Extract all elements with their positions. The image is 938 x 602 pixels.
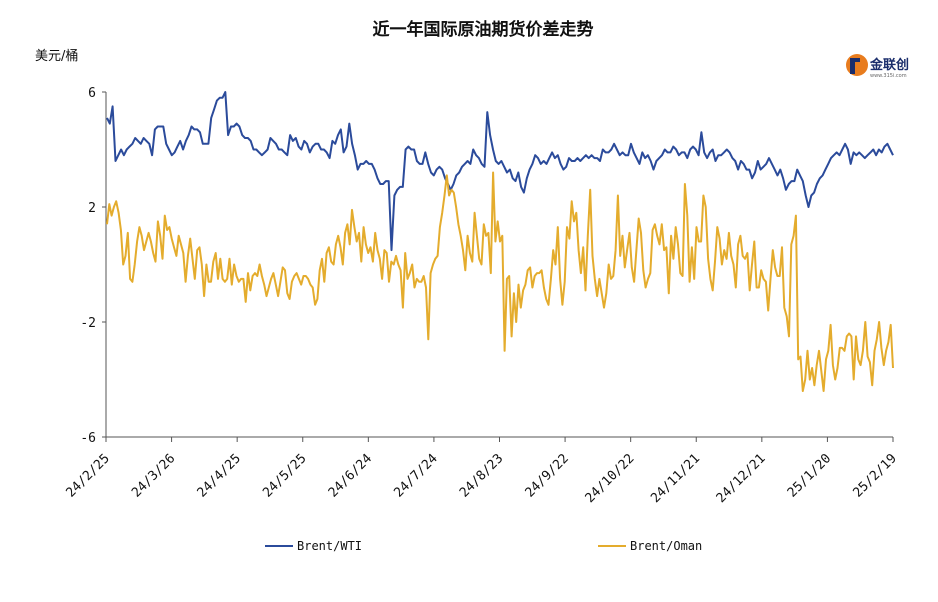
plot-area xyxy=(106,91,894,392)
logo-subtext: www.315i.com xyxy=(870,73,907,79)
x-tick-label: 24/6/24 xyxy=(326,451,375,500)
x-tick-label: 24/5/25 xyxy=(260,451,309,500)
legend-label: Brent/Oman xyxy=(630,539,702,553)
x-tick-label: 24/9/22 xyxy=(523,451,572,500)
jinlianchuang-logo: 金联创 www.315i.com xyxy=(846,54,909,79)
x-tick-label: 25/2/19 xyxy=(850,451,899,500)
y-tick-label: 6 xyxy=(88,86,96,101)
x-tick-label: 24/4/25 xyxy=(195,451,244,500)
x-tick-label: 25/1/20 xyxy=(785,451,834,500)
legend: Brent/WTI Brent/Oman xyxy=(265,539,702,553)
x-tick-label: 24/12/21 xyxy=(714,451,769,506)
x-tick-label: 24/11/21 xyxy=(648,451,703,506)
x-tick-label: 24/7/24 xyxy=(391,451,440,500)
series-line-brent-wti xyxy=(106,91,894,252)
series-line-brent-oman xyxy=(106,171,894,392)
y-tick-label: 2 xyxy=(88,201,96,216)
x-tick-label: 24/3/26 xyxy=(129,451,178,500)
y-tick-label: -6 xyxy=(80,431,96,446)
y-axis-unit-label: 美元/桶 xyxy=(35,49,78,64)
legend-label: Brent/WTI xyxy=(297,539,362,553)
axes: 6 2 -2 -6 24/2/25 24/3/26 24/4/25 24/5/25 24/6/2… xyxy=(63,86,899,506)
y-tick-label: -2 xyxy=(80,316,96,331)
logo-text: 金联创 xyxy=(869,57,909,73)
chart-title: 近一年国际原油期货价差走势 xyxy=(373,19,594,40)
x-tick-label: 24/8/23 xyxy=(457,451,506,500)
x-tick-label: 24/2/25 xyxy=(63,451,112,500)
x-tick-label: 24/10/22 xyxy=(583,451,638,506)
logo-mark-icon xyxy=(850,58,860,74)
logo-circle-icon xyxy=(846,54,868,76)
